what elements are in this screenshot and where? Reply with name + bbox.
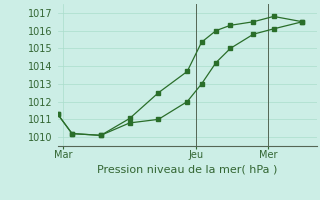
X-axis label: Pression niveau de la mer( hPa ): Pression niveau de la mer( hPa ): [97, 164, 277, 174]
